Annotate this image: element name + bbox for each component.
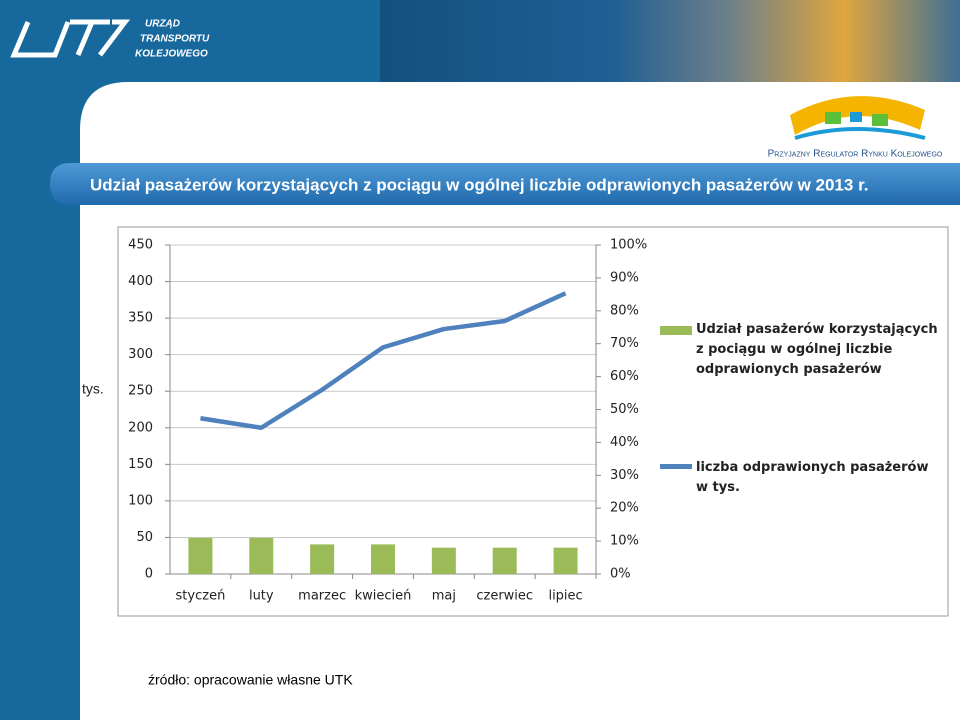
legend: Udział pasażerów korzystających z pociąg… <box>660 320 940 576</box>
logo-tagline: Przyjazny Regulator Rynku Kolejowego <box>768 149 943 160</box>
source-note: źródło: opracowanie własne UTK <box>148 672 353 688</box>
chart-title: Udział pasażerów korzystających z pociąg… <box>90 175 868 194</box>
bar <box>310 544 335 574</box>
x-tick-label: czerwiec <box>476 589 533 604</box>
y2-tick-label: 30% <box>610 468 639 483</box>
line <box>200 291 567 431</box>
y2-tick-label: 10% <box>610 534 639 549</box>
logo-mark <box>10 19 131 58</box>
bar <box>371 544 395 574</box>
y2-tick-label: 60% <box>610 369 639 384</box>
bar <box>249 537 274 574</box>
banner <box>380 0 960 82</box>
legend-label: liczba odprawionych pasażerów w tys. <box>696 460 929 495</box>
legend-swatch <box>660 326 692 335</box>
y-tick-label: 450 <box>128 238 153 253</box>
legend-label: Udział pasażerów korzystających z pociąg… <box>696 322 938 377</box>
x-tick-label: styczeń <box>176 589 226 604</box>
y-tick-label: 0 <box>145 567 153 582</box>
logo-text: TRANSPORTU <box>140 34 210 45</box>
x-tick-label: lipiec <box>548 589 582 604</box>
x-tick-label: maj <box>432 589 456 604</box>
y-tick-label: 100 <box>128 493 153 508</box>
y2-tick-label: 80% <box>610 303 639 318</box>
logo-text: URZĄD <box>145 19 180 30</box>
bar <box>188 537 213 574</box>
y2-tick-label: 0% <box>610 567 631 582</box>
y-tick-label: 400 <box>128 274 153 289</box>
logo-text: KOLEJOWEGO <box>135 49 208 60</box>
prk-logo <box>790 96 926 140</box>
x-tick-label: luty <box>249 589 274 604</box>
plot: 0 50 100 150 200 250 300 350 400 450 0% 10% 20% 30% 40… <box>128 238 647 604</box>
y-tick-label: 300 <box>128 347 153 362</box>
y-axis-label: tys. <box>82 381 104 397</box>
y2-tick-label: 20% <box>610 501 639 516</box>
x-tick-label: kwiecień <box>355 589 412 604</box>
y-tick-label: 150 <box>128 457 153 472</box>
y-tick-label: 350 <box>128 311 153 326</box>
bar <box>553 547 578 574</box>
x-tick-label: marzec <box>298 589 346 604</box>
legend-entry: liczba odprawionych pasażerów w tys. <box>660 458 940 498</box>
legend-entry: Udział pasażerów korzystających z pociąg… <box>660 320 940 380</box>
y-tick-label: 200 <box>128 420 153 435</box>
legend-swatch <box>660 464 692 469</box>
y-tick-label: 50 <box>136 530 153 545</box>
y2-tick-label: 90% <box>610 270 639 285</box>
y2-tick-label: 40% <box>610 435 639 450</box>
y2-tick-label: 100% <box>610 238 647 253</box>
y2-tick-label: 50% <box>610 402 639 417</box>
bar <box>431 547 456 574</box>
title-bar <box>50 163 960 205</box>
bar <box>492 547 517 574</box>
y2-tick-label: 70% <box>610 336 639 351</box>
y-tick-label: 250 <box>128 384 153 399</box>
